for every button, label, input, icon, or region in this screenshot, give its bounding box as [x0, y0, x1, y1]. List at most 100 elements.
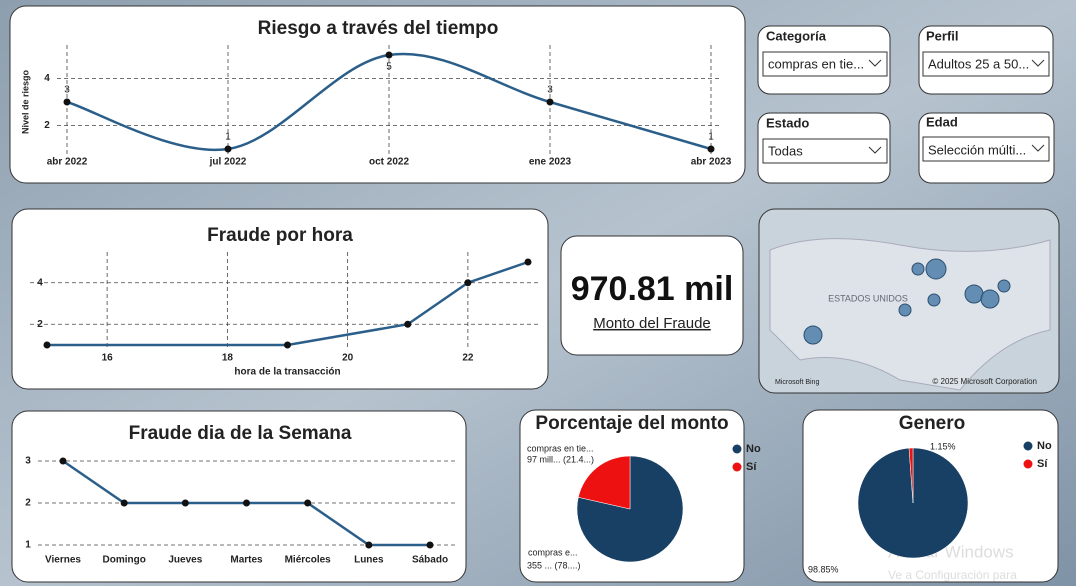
- dropdown-value: Adultos 25 a 50...: [928, 56, 1029, 71]
- chart-title: Fraude por hora: [207, 225, 353, 246]
- map-region: ESTADOS UNIDOS: [828, 293, 908, 303]
- x-tick-label: 18: [222, 353, 234, 364]
- dropdown-value: Todas: [768, 143, 803, 158]
- filter[interactable]: Categoría compras en tie...: [757, 25, 891, 95]
- x-tick-label: Sábado: [412, 555, 448, 566]
- point: [43, 341, 51, 349]
- point: [63, 98, 71, 106]
- data-label: 3: [547, 85, 553, 96]
- data-label: compras e...: [528, 547, 578, 557]
- legend-marker: [732, 444, 742, 454]
- point: [365, 541, 373, 549]
- filter-label: Perfil: [926, 28, 959, 43]
- x-tick-label: Martes: [230, 555, 263, 566]
- legend-label: No: [746, 443, 761, 455]
- point: [181, 499, 189, 507]
- bubbles: [803, 258, 1011, 345]
- point: [524, 258, 532, 266]
- point: [426, 541, 434, 549]
- bubble: [898, 303, 912, 317]
- data-label: 1: [225, 132, 231, 143]
- filter-label: Categoría: [766, 28, 827, 43]
- bubble: [997, 279, 1011, 293]
- chart-title: Porcentaje del monto: [535, 413, 728, 434]
- card-label: Monto del Fraude: [593, 315, 711, 332]
- point: [304, 499, 312, 507]
- y-axis-label: Nivel de riesgo: [20, 69, 30, 134]
- x-tick-label: 22: [462, 353, 474, 364]
- point: [546, 98, 554, 106]
- point: [120, 499, 128, 507]
- data-label: 97 mill... (21.4...): [527, 454, 594, 464]
- x-tick-label: oct 2022: [369, 157, 409, 168]
- x-tick-label: ene 2023: [529, 157, 572, 168]
- legend-label: Sí: [746, 461, 757, 473]
- dropdown[interactable]: [762, 51, 888, 77]
- x-tick-label: Viernes: [45, 555, 81, 566]
- filter[interactable]: Perfil Adultos 25 a 50...: [918, 25, 1054, 95]
- x-tick-label: 16: [102, 353, 114, 364]
- panel: [11, 410, 467, 583]
- y-tick-label: 4: [44, 73, 50, 84]
- chevron: [1031, 144, 1045, 152]
- x-tick-label: abr 2023: [691, 157, 732, 168]
- data-label: 98.85%: [808, 564, 839, 574]
- chart-title: Genero: [899, 413, 966, 434]
- dropdown-value: Selección múlti...: [928, 142, 1026, 157]
- card-value: 970.81 mil: [571, 270, 734, 308]
- panel: [9, 5, 746, 184]
- legend-marker: [1023, 441, 1033, 451]
- land: [769, 238, 1051, 391]
- x-tick-label: abr 2022: [47, 157, 88, 168]
- x-tick-label: jul 2022: [209, 157, 247, 168]
- data-label: 1.15%: [930, 441, 956, 451]
- dropdown-value: compras en tie...: [768, 56, 864, 71]
- bubble: [803, 325, 823, 345]
- x-tick-label: 20: [342, 353, 354, 364]
- dropdown[interactable]: [922, 136, 1050, 162]
- data-label: compras en tie...: [527, 443, 594, 453]
- legend-marker: [732, 462, 742, 472]
- point: [284, 341, 291, 349]
- watermark: Ve a Configuración para: [888, 568, 1017, 582]
- filter[interactable]: Edad Selección múlti...: [918, 112, 1055, 184]
- bubble: [980, 289, 1000, 309]
- data-label: 1: [708, 132, 714, 143]
- data-label: 5: [386, 62, 392, 73]
- legend-marker: [1023, 459, 1033, 469]
- point: [464, 279, 472, 287]
- map-copyright: © 2025 Microsoft Corporation: [932, 377, 1037, 386]
- bubble: [964, 284, 984, 304]
- y-tick-label: 3: [25, 456, 31, 467]
- point: [404, 320, 412, 328]
- chevron: [868, 59, 882, 67]
- x-tick-label: Jueves: [168, 555, 202, 566]
- filter-label: Edad: [926, 114, 958, 129]
- chevron: [868, 146, 882, 154]
- point: [707, 145, 715, 153]
- pie-slice: [908, 447, 914, 504]
- x-tick-label: Miércoles: [285, 555, 332, 566]
- filter[interactable]: Estado Todas: [757, 112, 891, 184]
- legend-label: No: [1037, 440, 1052, 452]
- point: [224, 145, 232, 153]
- dropdown[interactable]: [922, 51, 1050, 77]
- data-label: 3: [64, 85, 70, 96]
- y-tick-label: 2: [44, 120, 50, 131]
- pie-slice: [578, 455, 631, 510]
- legend-label: Sí: [1037, 458, 1048, 470]
- map[interactable]: ESTADOS UNIDOS Microsoft Bing © 2025 Mic…: [758, 208, 1060, 394]
- x-tick-label: Lunes: [354, 555, 384, 566]
- chart-title: Riesgo a través del tiempo: [258, 18, 499, 39]
- point: [385, 51, 393, 59]
- bubble: [927, 293, 941, 307]
- y-tick-label: 2: [25, 498, 31, 509]
- map-provider: Microsoft Bing: [775, 379, 819, 386]
- y-tick-label: 1: [25, 540, 31, 551]
- dropdown[interactable]: [762, 138, 888, 164]
- x-axis-label: hora de la transacción: [234, 367, 340, 378]
- bubble: [911, 262, 925, 276]
- filter-label: Estado: [766, 115, 809, 130]
- x-tick-label: Domingo: [103, 555, 146, 566]
